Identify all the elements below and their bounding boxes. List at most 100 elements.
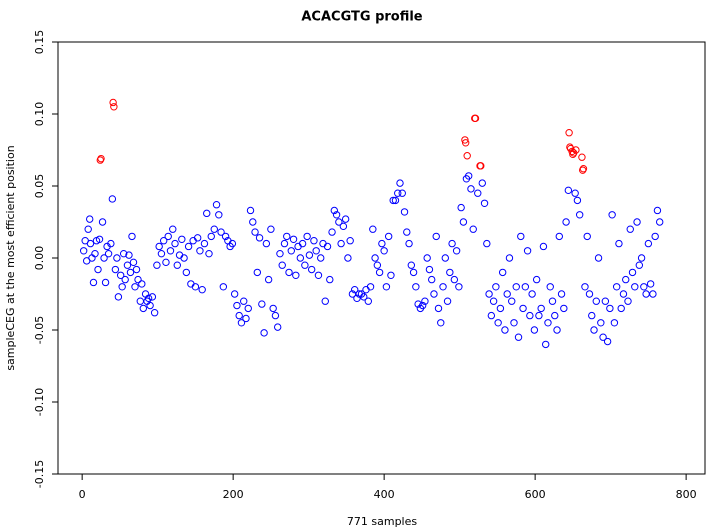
y-tick-label: 0.15 bbox=[33, 30, 46, 55]
point bbox=[463, 152, 471, 160]
point bbox=[378, 239, 386, 248]
point bbox=[635, 261, 644, 269]
point bbox=[461, 139, 470, 147]
point bbox=[375, 268, 384, 277]
point bbox=[535, 311, 543, 320]
point bbox=[128, 232, 136, 241]
point bbox=[136, 297, 144, 305]
chart-title: ACACGTG profile bbox=[301, 10, 422, 25]
point bbox=[219, 283, 228, 291]
point bbox=[162, 258, 170, 267]
point bbox=[113, 254, 121, 262]
point bbox=[125, 251, 133, 259]
y-tick-label: 0.10 bbox=[33, 102, 46, 127]
point bbox=[251, 228, 259, 236]
point bbox=[398, 189, 406, 197]
point bbox=[396, 179, 404, 187]
point bbox=[198, 285, 206, 294]
point bbox=[200, 239, 209, 248]
x-tick-label: 400 bbox=[374, 488, 395, 501]
point bbox=[332, 211, 341, 219]
point bbox=[492, 283, 500, 291]
y-axis-label: sampleCEG at the most efficient position bbox=[4, 145, 17, 370]
point bbox=[182, 268, 191, 277]
point bbox=[384, 232, 393, 241]
point bbox=[505, 254, 514, 262]
point bbox=[573, 196, 582, 205]
point bbox=[597, 319, 605, 327]
point bbox=[100, 254, 108, 262]
point bbox=[532, 275, 541, 284]
point bbox=[339, 222, 348, 231]
point bbox=[119, 249, 128, 258]
point bbox=[116, 271, 125, 279]
point bbox=[478, 179, 486, 187]
point bbox=[588, 311, 596, 320]
point bbox=[210, 225, 218, 233]
point bbox=[129, 258, 138, 267]
point bbox=[312, 247, 320, 255]
point bbox=[280, 239, 289, 248]
point bbox=[542, 340, 550, 349]
point bbox=[610, 319, 619, 327]
point bbox=[244, 304, 252, 313]
x-tick-label: 200 bbox=[223, 488, 244, 501]
point bbox=[110, 103, 118, 111]
point bbox=[496, 304, 505, 313]
point bbox=[606, 304, 614, 313]
point bbox=[512, 283, 520, 291]
point bbox=[557, 290, 566, 298]
point bbox=[233, 301, 241, 310]
point bbox=[79, 247, 88, 255]
point bbox=[423, 254, 431, 262]
point bbox=[317, 254, 325, 262]
point bbox=[246, 206, 255, 215]
point bbox=[228, 239, 237, 248]
point bbox=[292, 271, 300, 279]
point bbox=[207, 232, 215, 241]
point bbox=[126, 268, 135, 277]
point bbox=[221, 232, 230, 241]
point bbox=[443, 297, 452, 305]
point bbox=[418, 301, 427, 310]
point bbox=[590, 326, 598, 334]
point bbox=[101, 278, 110, 287]
point bbox=[619, 290, 628, 298]
point bbox=[464, 172, 473, 180]
point bbox=[346, 237, 354, 245]
point bbox=[278, 261, 286, 269]
point bbox=[455, 283, 463, 291]
point bbox=[565, 129, 573, 137]
point bbox=[407, 261, 416, 269]
point bbox=[305, 251, 314, 259]
point bbox=[564, 186, 573, 195]
point bbox=[622, 275, 630, 284]
point bbox=[267, 225, 275, 233]
point bbox=[121, 275, 129, 284]
point bbox=[603, 337, 612, 346]
point bbox=[301, 261, 309, 269]
point bbox=[260, 329, 268, 337]
point bbox=[131, 283, 139, 291]
point bbox=[477, 162, 485, 170]
point bbox=[321, 297, 329, 305]
y-tick-label: 0.05 bbox=[33, 174, 46, 199]
point bbox=[249, 218, 257, 226]
point bbox=[271, 311, 280, 320]
point bbox=[203, 209, 211, 218]
point bbox=[114, 293, 123, 301]
point bbox=[428, 275, 436, 284]
point bbox=[548, 297, 557, 305]
point bbox=[633, 218, 641, 226]
point bbox=[432, 232, 440, 241]
point bbox=[328, 228, 336, 236]
point bbox=[180, 254, 188, 262]
point bbox=[457, 203, 465, 212]
point bbox=[298, 239, 307, 248]
point bbox=[624, 297, 632, 305]
point bbox=[184, 242, 193, 251]
point bbox=[91, 249, 99, 258]
point bbox=[412, 283, 420, 291]
point bbox=[173, 261, 181, 269]
